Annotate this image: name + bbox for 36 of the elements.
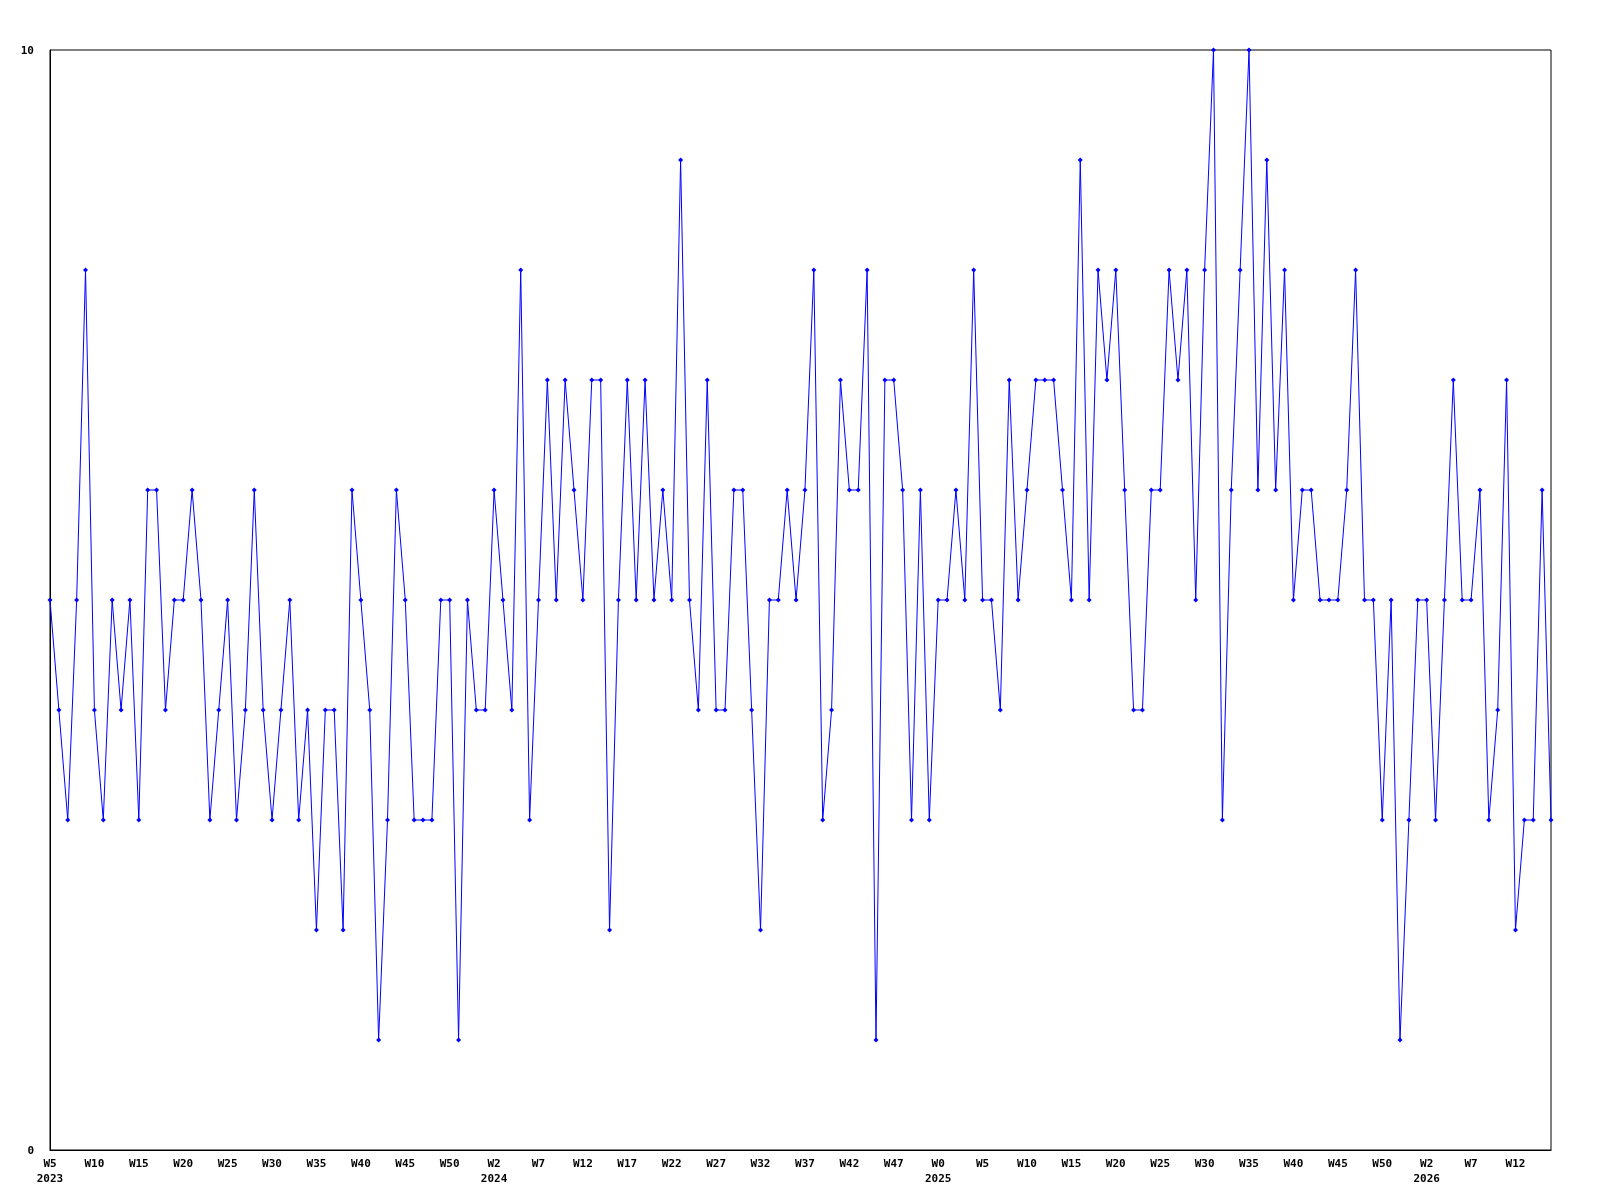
x-tick-label: W15 (128, 1157, 149, 1170)
x-tick-label: W2 2026 (1413, 1157, 1441, 1185)
x-tick-label: W2 2024 (480, 1157, 508, 1185)
x-tick-label: W5 (975, 1157, 990, 1170)
x-tick-label: W32 (750, 1157, 771, 1170)
x-tick-label: W35 (306, 1157, 327, 1170)
x-tick-label: W15 (1061, 1157, 1082, 1170)
x-tick-label: W47 (883, 1157, 904, 1170)
x-tick-label: W30 (1194, 1157, 1215, 1170)
x-tick-label: W22 (661, 1157, 682, 1170)
x-tick-label: W42 (839, 1157, 860, 1170)
x-tick-label: W25 (1150, 1157, 1171, 1170)
x-tick-label: W20 (173, 1157, 194, 1170)
x-tick-label: W27 (706, 1157, 727, 1170)
x-tick-label: W40 (350, 1157, 371, 1170)
x-tick-label: W10 (84, 1157, 105, 1170)
x-tick-label: W50 (439, 1157, 460, 1170)
x-tick-label: W10 (1017, 1157, 1037, 1170)
x-tick-label: W50 (1372, 1157, 1393, 1170)
x-tick-label: W7 (1464, 1157, 1478, 1170)
x-tick-label: W45 (395, 1157, 416, 1170)
x-tick-label: W12 (572, 1157, 593, 1170)
x-tick-label: W0 2025 (924, 1157, 952, 1185)
x-tick-label: W45 (1327, 1157, 1348, 1170)
x-tick-label: W35 (1239, 1157, 1259, 1170)
x-tick-label: W5 2023 (36, 1157, 64, 1185)
x-tick-label: W40 (1283, 1157, 1304, 1170)
x-tick-label: W30 (262, 1157, 282, 1170)
y-tick-label: 10 (20, 43, 34, 57)
y-tick-label: 0 (27, 1143, 34, 1157)
x-tick-label: W20 (1105, 1157, 1126, 1170)
x-tick-label: W25 (217, 1157, 238, 1170)
x-tick-label: W7 (531, 1157, 546, 1170)
x-tick-label: W12 (1505, 1157, 1526, 1170)
x-tick-label: W37 (795, 1157, 815, 1170)
x-tick-label: W17 (617, 1157, 638, 1170)
